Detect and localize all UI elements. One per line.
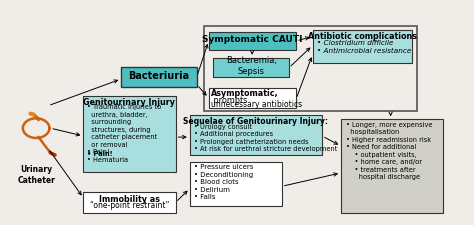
Text: Sequelae of Genitourinary Injury:: Sequelae of Genitourinary Injury: xyxy=(183,117,328,126)
Text: “one-point restraint”: “one-point restraint” xyxy=(90,201,169,210)
Text: Symptomatic CAUTI: Symptomatic CAUTI xyxy=(202,35,302,44)
Text: Immobility as: Immobility as xyxy=(99,195,160,204)
FancyBboxPatch shape xyxy=(121,67,197,87)
Text: Bacteriuria: Bacteriuria xyxy=(128,71,190,81)
Text: • Longer, more expensive
  hospitalisation
• Higher readmission risk
• Need for : • Longer, more expensive hospitalisation… xyxy=(346,122,432,180)
FancyBboxPatch shape xyxy=(209,88,296,108)
FancyBboxPatch shape xyxy=(190,162,282,206)
Text: Genitourinary Injury: Genitourinary Injury xyxy=(83,98,175,107)
Text: • Pain!: • Pain! xyxy=(87,151,113,157)
Text: Antibiotic complications: Antibiotic complications xyxy=(308,32,417,41)
Text: • Traumatic injuries to
  urethra, bladder,
  surrounding
  structures, during
 : • Traumatic injuries to urethra, bladder… xyxy=(87,104,162,163)
Text: Urinary
Catheter: Urinary Catheter xyxy=(17,165,55,185)
Text: Bacteremia,
Sepsis: Bacteremia, Sepsis xyxy=(226,56,277,76)
Text: prompts: prompts xyxy=(211,96,247,105)
Text: • Clostridium difficile
• Antimicrobial resistance: • Clostridium difficile • Antimicrobial … xyxy=(318,40,412,54)
FancyBboxPatch shape xyxy=(190,115,322,155)
FancyBboxPatch shape xyxy=(83,192,175,213)
FancyBboxPatch shape xyxy=(213,58,289,77)
Text: Asymptomatic,: Asymptomatic, xyxy=(211,90,279,99)
FancyBboxPatch shape xyxy=(313,30,412,63)
Text: unnecessary antibiotics: unnecessary antibiotics xyxy=(211,100,302,109)
FancyBboxPatch shape xyxy=(341,119,443,213)
FancyBboxPatch shape xyxy=(83,96,175,172)
Text: • Pressure ulcers
• Deconditioning
• Blood clots
• Delirium
• Falls: • Pressure ulcers • Deconditioning • Blo… xyxy=(194,164,254,200)
Text: • Urology consult
• Additional procedures
• Prolonged catheterization needs
• At: • Urology consult • Additional procedure… xyxy=(193,124,337,152)
FancyBboxPatch shape xyxy=(209,32,296,50)
